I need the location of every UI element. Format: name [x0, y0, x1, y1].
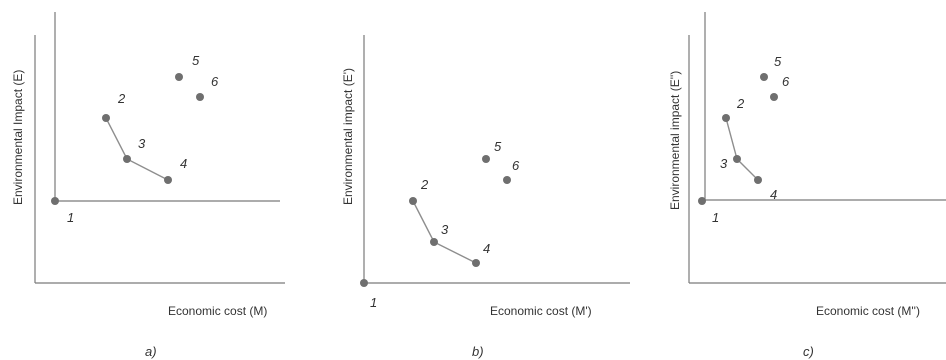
point-label: 4	[770, 187, 777, 202]
panel-b: Environmental impact (E') Economic cost …	[341, 35, 630, 359]
point-label: 3	[720, 156, 728, 171]
connector-line	[725, 117, 759, 181]
connector-line	[105, 117, 169, 181]
panel-a: Environmental Impact (E) Economic cost (…	[11, 12, 285, 359]
plot-area: 1 2 3 4 5 6	[360, 139, 520, 310]
point-label: 5	[774, 54, 782, 69]
data-point	[360, 279, 368, 287]
data-point	[482, 155, 490, 163]
data-point	[430, 238, 438, 246]
panel-caption: b)	[472, 344, 484, 359]
data-point	[102, 114, 110, 122]
data-point	[770, 93, 778, 101]
y-axis-label: Environmental Impact (E)	[11, 70, 25, 205]
point-label: 4	[180, 156, 187, 171]
data-point	[164, 176, 172, 184]
data-point	[123, 155, 131, 163]
data-point	[503, 176, 511, 184]
point-label: 3	[441, 222, 449, 237]
panel-caption: c)	[803, 344, 814, 359]
plot-area: 1 2 3 4 5 6	[51, 53, 219, 225]
plot-area: 1 2 3 4 5 6	[698, 54, 790, 225]
point-label: 2	[117, 91, 126, 106]
point-label: 2	[420, 177, 429, 192]
point-label: 5	[192, 53, 200, 68]
point-label: 6	[782, 74, 790, 89]
x-axis-label: Economic cost (M'')	[816, 304, 920, 318]
panel-c: Environmental impact (E'') Economic cost…	[668, 12, 946, 359]
data-point	[472, 259, 480, 267]
y-axis-label: Environmental impact (E'')	[668, 71, 682, 210]
data-point	[196, 93, 204, 101]
point-label: 3	[138, 136, 146, 151]
y-axis-label: Environmental impact (E')	[341, 68, 355, 205]
data-point	[698, 197, 706, 205]
data-point	[175, 73, 183, 81]
point-label: 1	[712, 210, 719, 225]
x-axis-label: Economic cost (M')	[490, 304, 592, 318]
data-point	[722, 114, 730, 122]
panel-caption: a)	[145, 344, 157, 359]
data-point	[760, 73, 768, 81]
point-label: 1	[67, 210, 74, 225]
point-label: 2	[736, 96, 745, 111]
data-point	[51, 197, 59, 205]
data-point	[733, 155, 741, 163]
data-point	[409, 197, 417, 205]
data-point	[754, 176, 762, 184]
point-label: 1	[370, 295, 377, 310]
point-label: 4	[483, 241, 490, 256]
point-label: 6	[211, 74, 219, 89]
point-label: 5	[494, 139, 502, 154]
x-axis-label: Economic cost (M)	[168, 304, 267, 318]
point-label: 6	[512, 158, 520, 173]
